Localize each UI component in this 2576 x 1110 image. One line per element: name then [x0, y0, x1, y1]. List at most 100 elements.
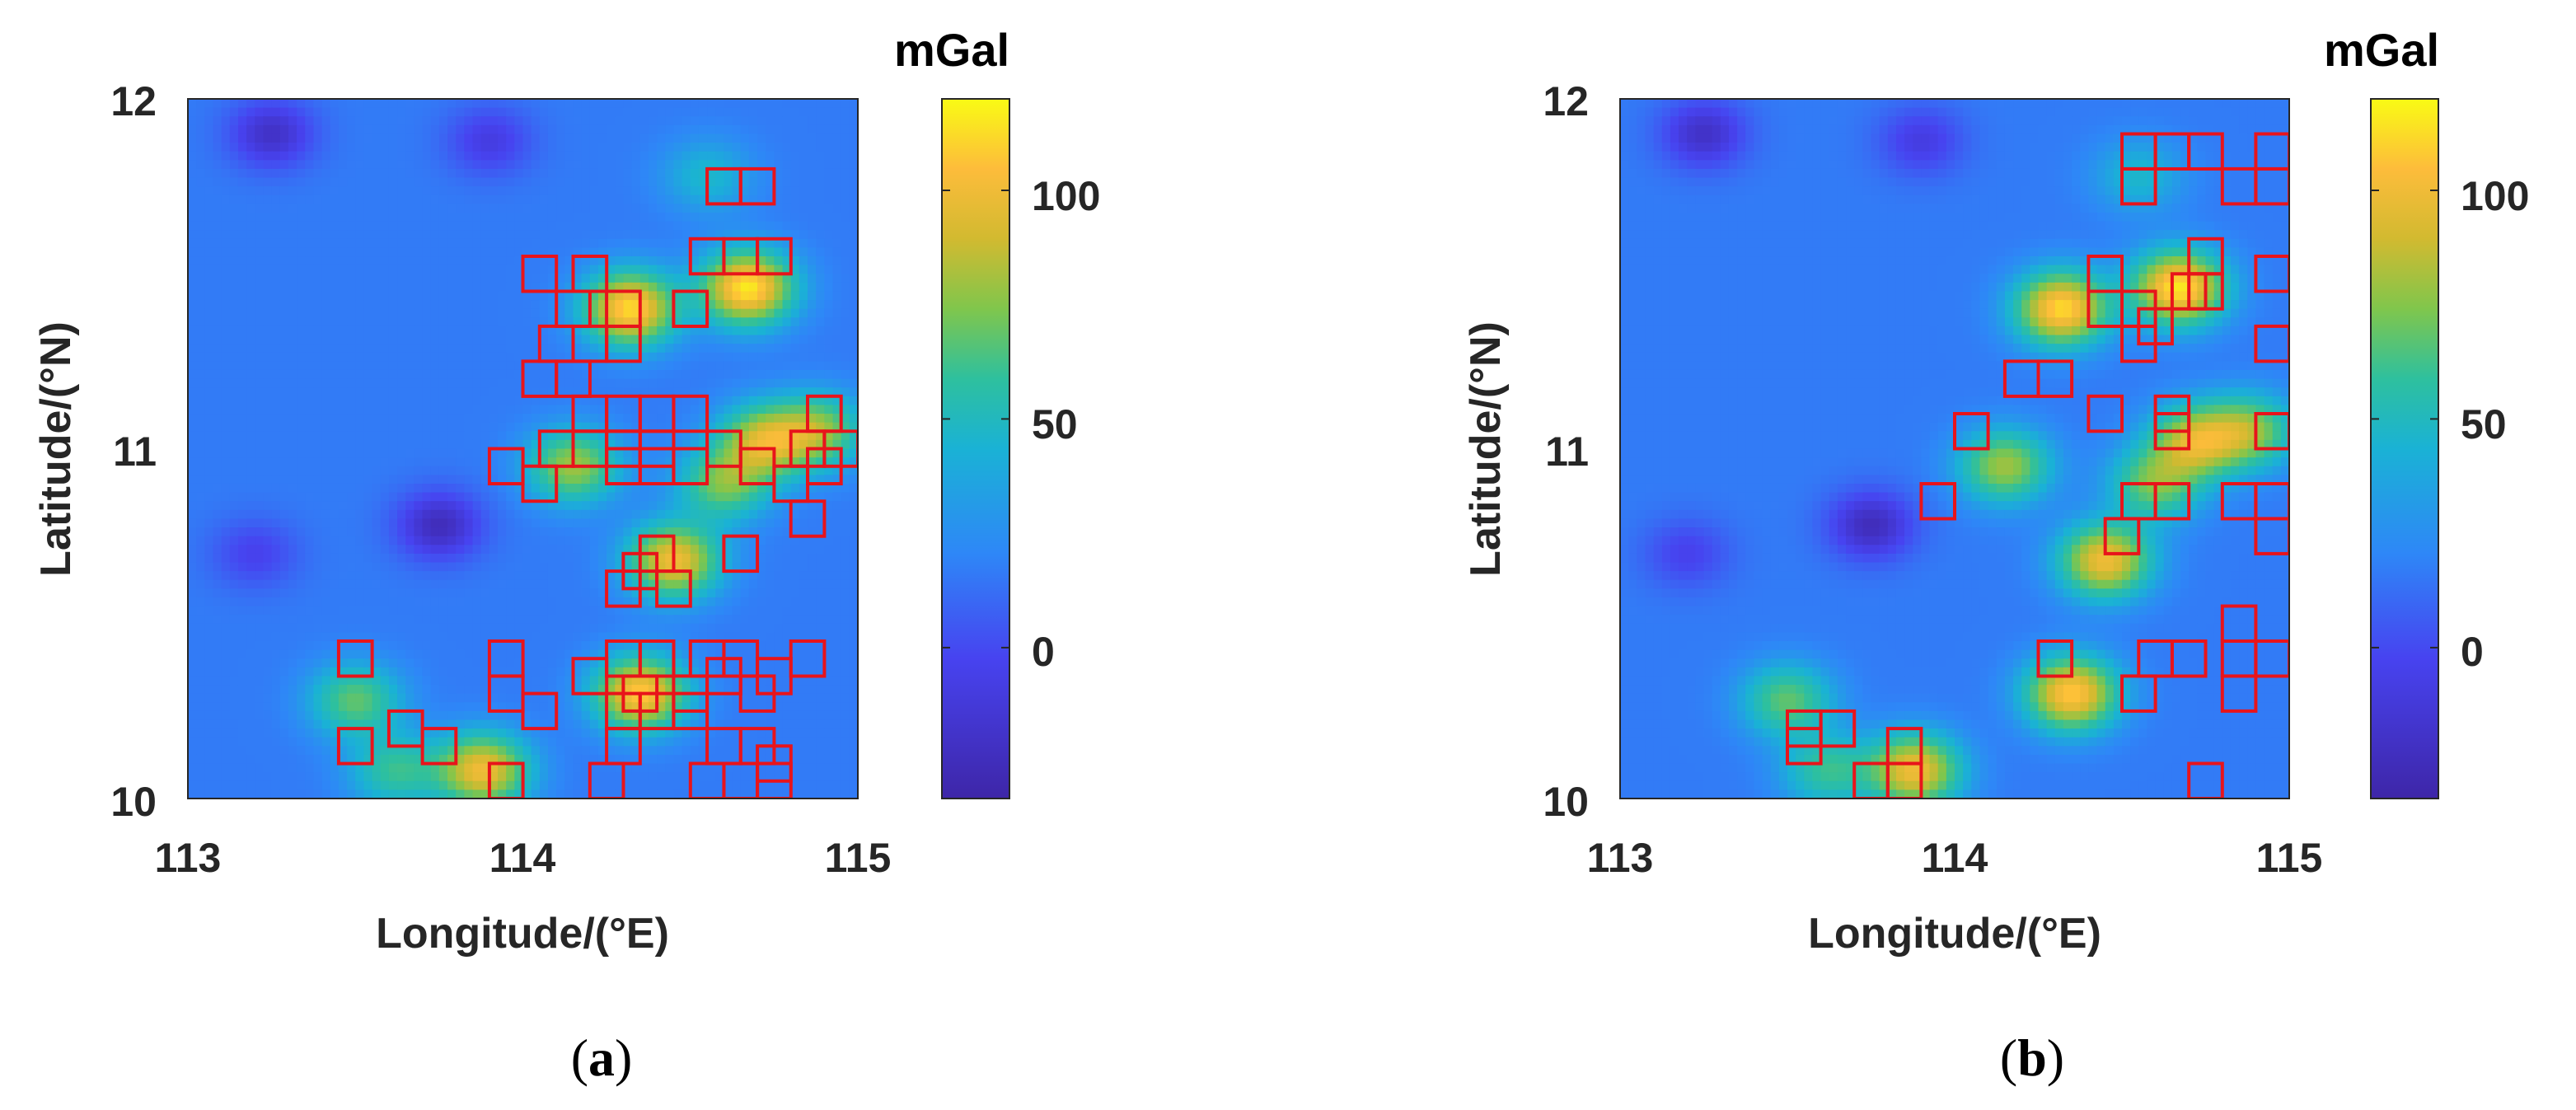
field-cell: [313, 369, 323, 380]
field-cell: [715, 133, 725, 143]
field-cell: [255, 501, 265, 511]
field-cell: [313, 291, 323, 301]
field-cell: [514, 475, 524, 485]
field-cell: [648, 439, 658, 450]
field-cell: [597, 230, 607, 240]
field-cell: [573, 492, 583, 502]
field-cell: [271, 387, 281, 397]
field-cell: [188, 151, 197, 162]
field-cell: [229, 387, 239, 397]
field-cell: [757, 326, 767, 336]
field-cell: [263, 133, 273, 143]
field-cell: [305, 509, 315, 520]
field-cell: [355, 107, 365, 118]
field-cell: [657, 562, 667, 572]
field-cell: [732, 230, 742, 240]
field-cell: [330, 265, 340, 275]
field-cell: [464, 615, 474, 625]
field-cell: [397, 194, 407, 205]
field-cell: [489, 282, 499, 293]
field-cell: [288, 133, 297, 143]
field-cell: [330, 99, 340, 109]
field-cell: [271, 483, 281, 494]
field-cell: [841, 378, 850, 389]
field-cell: [464, 247, 474, 257]
field-cell: [397, 509, 407, 520]
field-cell: [639, 317, 649, 327]
field-cell: [690, 509, 700, 520]
field-cell: [841, 238, 850, 249]
field-cell: [271, 492, 281, 502]
field-cell: [246, 623, 256, 634]
field-cell: [790, 212, 800, 222]
field-cell: [639, 588, 649, 598]
field-cell: [288, 238, 297, 249]
field-cell: [799, 369, 808, 380]
field-cell: [196, 632, 206, 642]
field-cell: [531, 204, 541, 213]
field-cell: [799, 545, 808, 555]
field-cell: [372, 492, 382, 502]
field-cell: [564, 536, 574, 546]
field-cell: [405, 571, 415, 581]
field-cell: [255, 143, 265, 152]
field-cell: [573, 588, 583, 598]
field-cell: [824, 274, 834, 283]
field-cell: [589, 177, 599, 187]
field-cell: [456, 492, 466, 502]
field-cell: [305, 177, 315, 187]
field-cell: [271, 116, 281, 126]
field-cell: [799, 99, 808, 109]
field-cell: [213, 562, 222, 572]
field-cell: [213, 186, 222, 196]
field-cell: [498, 124, 507, 135]
field-cell: [347, 571, 357, 581]
field-cell: [305, 640, 315, 651]
field-cell: [623, 116, 633, 126]
field-cell: [355, 439, 365, 450]
field-cell: [388, 457, 398, 467]
field-cell: [279, 632, 289, 642]
field-cell: [547, 606, 557, 616]
field-cell: [464, 300, 474, 310]
field-cell: [824, 536, 834, 546]
field-cell: [388, 151, 398, 162]
field-cell: [623, 405, 633, 414]
field-cell: [597, 344, 607, 354]
field-cell: [196, 177, 206, 187]
field-cell: [724, 475, 733, 485]
field-cell: [615, 615, 625, 625]
field-cell: [438, 274, 448, 283]
field-cell: [639, 439, 649, 450]
field-cell: [498, 160, 507, 170]
field-cell: [690, 274, 700, 283]
field-cell: [597, 439, 607, 450]
field-cell: [774, 632, 784, 642]
field-cell: [237, 212, 247, 222]
field-cell: [388, 133, 398, 143]
field-cell: [388, 352, 398, 363]
field-cell: [246, 361, 256, 371]
field-cell: [246, 168, 256, 179]
field-cell: [824, 369, 834, 380]
field-cell: [816, 623, 826, 634]
field-cell: [271, 588, 281, 598]
field-cell: [313, 308, 323, 319]
field-cell: [255, 335, 265, 344]
field-cell: [841, 615, 850, 625]
field-cell: [263, 124, 273, 135]
field-cell: [489, 439, 499, 450]
field-cell: [832, 475, 842, 485]
field-cell: [774, 168, 784, 179]
field-cell: [321, 431, 331, 441]
field-cell: [456, 99, 466, 109]
field-cell: [355, 475, 365, 485]
field-cell: [414, 116, 424, 126]
field-cell: [673, 265, 683, 275]
field-cell: [514, 387, 524, 397]
field-cell: [824, 116, 834, 126]
field-cell: [405, 124, 415, 135]
field-cell: [589, 396, 599, 406]
field-cell: [597, 615, 607, 625]
field-cell: [665, 509, 675, 520]
